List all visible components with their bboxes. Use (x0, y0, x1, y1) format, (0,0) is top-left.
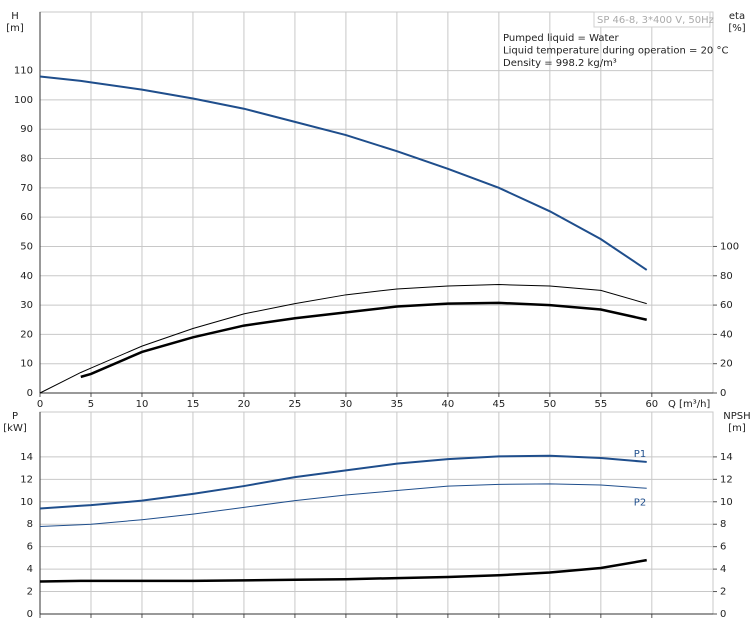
y-tick-label: 8 (27, 519, 33, 530)
y2-tick-label: 100 (720, 241, 739, 252)
y-axis-label: P (12, 411, 18, 422)
annotation: Liquid temperature during operation = 20… (503, 46, 728, 57)
annotation: Pumped liquid = Water (503, 33, 620, 44)
y-axis-label: H (11, 11, 19, 22)
x-tick-label: 0 (37, 399, 43, 410)
y-tick-label: 4 (27, 564, 33, 575)
y2-axis-label: eta (729, 11, 745, 22)
y-tick-label: 14 (20, 452, 33, 463)
y2-tick-label: 0 (720, 609, 726, 620)
y2-tick-label: 40 (720, 329, 733, 340)
curve (39, 284, 647, 394)
x-tick-label: 60 (645, 399, 658, 410)
y2-tick-label: 20 (720, 359, 733, 370)
y-tick-label: 0 (27, 388, 33, 399)
curve-label: P2 (634, 497, 646, 508)
y2-axis-label: NPSH (723, 411, 750, 422)
curve (39, 558, 647, 583)
y-tick-label: 10 (20, 497, 33, 508)
curve-label: P1 (634, 449, 646, 460)
y-tick-label: 40 (20, 271, 33, 282)
y-tick-label: 50 (20, 241, 33, 252)
y-tick-label: 100 (14, 95, 33, 106)
curve (39, 454, 647, 510)
y2-axis-label: [m] (728, 423, 746, 434)
y2-tick-label: 14 (720, 452, 733, 463)
x-tick-label: 15 (187, 399, 200, 410)
y-tick-label: 2 (27, 587, 33, 598)
x-tick-label: 35 (391, 399, 404, 410)
curve (39, 483, 647, 527)
y2-tick-label: 80 (720, 271, 733, 282)
y2-tick-label: 60 (720, 300, 733, 311)
y-tick-label: 60 (20, 212, 33, 223)
x-tick-label: 55 (594, 399, 607, 410)
x-tick-label: 40 (442, 399, 455, 410)
y-tick-label: 90 (20, 124, 33, 135)
y-tick-label: 0 (27, 609, 33, 620)
x-tick-label: 5 (88, 399, 94, 410)
curve (39, 75, 648, 271)
y2-tick-label: 10 (720, 497, 733, 508)
y-tick-label: 70 (20, 183, 33, 194)
y-tick-label: 12 (20, 474, 33, 485)
y2-tick-label: 8 (720, 519, 726, 530)
x-tick-label: 50 (543, 399, 556, 410)
title-box (593, 11, 711, 28)
annotation: Density = 998.2 kg/m³ (503, 58, 617, 69)
y2-tick-label: 2 (720, 587, 726, 598)
x-tick-label: 10 (136, 399, 149, 410)
y-tick-label: 10 (20, 359, 33, 370)
y2-tick-label: 4 (720, 564, 726, 575)
y2-axis-label: [%] (728, 23, 745, 34)
y-axis-label: [kW] (3, 423, 27, 434)
y-axis-label: [m] (6, 23, 24, 34)
y2-tick-label: 12 (720, 474, 733, 485)
y-tick-label: 20 (20, 329, 33, 340)
y-tick-label: 30 (20, 300, 33, 311)
x-tick-label: 30 (340, 399, 353, 410)
y-tick-label: 80 (20, 154, 33, 165)
x-tick-label: 25 (289, 399, 302, 410)
curve (80, 301, 647, 379)
x-axis-label: Q [m³/h] (668, 399, 710, 410)
y-tick-label: 6 (27, 542, 33, 553)
y2-tick-label: 6 (720, 542, 726, 553)
y2-tick-label: 0 (720, 388, 726, 399)
x-tick-label: 20 (238, 399, 251, 410)
y-tick-label: 110 (14, 66, 33, 77)
x-tick-label: 45 (492, 399, 505, 410)
chart-title: SP 46-8, 3*400 V, 50Hz (597, 15, 714, 26)
